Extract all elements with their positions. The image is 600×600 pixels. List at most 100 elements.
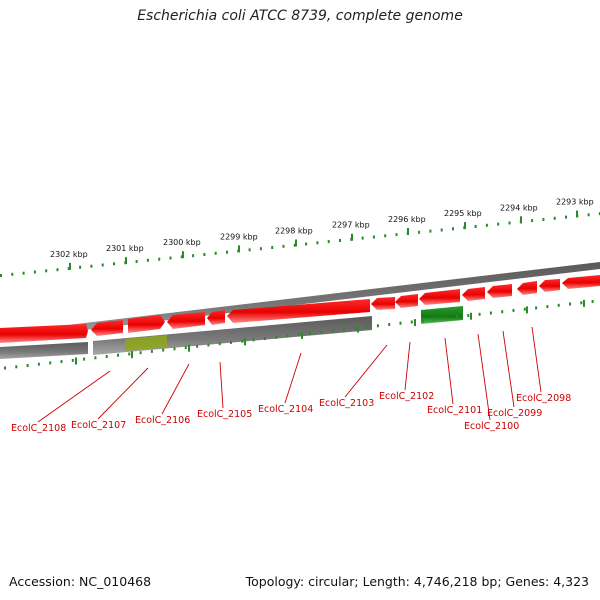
callout-line bbox=[404, 341, 411, 391]
tick-label: 2298 kbp bbox=[275, 227, 313, 236]
minor-tick bbox=[271, 246, 274, 249]
major-tick bbox=[351, 233, 353, 241]
minor-tick bbox=[508, 221, 511, 225]
gene-arrow[interactable] bbox=[462, 287, 485, 301]
inner-minor-tick bbox=[207, 343, 210, 347]
gene-bar-highlight[interactable] bbox=[421, 306, 463, 324]
callout-line bbox=[344, 344, 388, 398]
gene-label[interactable]: EcolC_2101 bbox=[427, 405, 482, 416]
reverse-genes[interactable] bbox=[0, 306, 463, 359]
gene-arrow[interactable] bbox=[207, 310, 225, 325]
callout-line bbox=[219, 361, 224, 409]
minor-tick bbox=[79, 265, 82, 269]
gene-callouts: EcolC_2108 EcolC_2107 EcolC_2106 EcolC_2105… bbox=[11, 326, 571, 434]
gene-arrow[interactable] bbox=[517, 281, 537, 295]
gene-label[interactable]: EcolC_2102 bbox=[379, 391, 434, 402]
genome-summary: Topology: circular; Length: 4,746,218 bp… bbox=[245, 574, 589, 589]
minor-tick bbox=[259, 247, 262, 251]
minor-tick bbox=[226, 250, 228, 254]
minor-tick bbox=[113, 262, 115, 266]
tick-label: 2302 kbp bbox=[50, 250, 88, 259]
inner-minor-tick bbox=[523, 307, 526, 311]
inner-minor-tick bbox=[444, 316, 447, 320]
gene-arrow[interactable] bbox=[227, 299, 370, 323]
minor-tick bbox=[192, 254, 195, 258]
gene-label[interactable]: EcolC_2104 bbox=[258, 404, 313, 415]
callout-line bbox=[477, 333, 491, 421]
inner-minor-tick bbox=[162, 348, 165, 352]
minor-tick bbox=[33, 270, 36, 274]
gene-label[interactable]: EcolC_2105 bbox=[197, 409, 252, 420]
minor-tick bbox=[418, 230, 421, 234]
callout-line bbox=[97, 367, 149, 420]
minor-tick bbox=[497, 222, 500, 226]
inner-minor-tick bbox=[71, 358, 74, 362]
gene-label[interactable]: EcolC_2108 bbox=[11, 423, 66, 434]
tick-label: 2301 kbp bbox=[106, 244, 144, 253]
minor-tick bbox=[361, 236, 364, 240]
inner-minor-tick bbox=[569, 302, 571, 306]
gene-bar[interactable] bbox=[0, 342, 88, 359]
gene-arrow[interactable] bbox=[562, 275, 600, 289]
major-tick bbox=[182, 251, 184, 259]
forward-genes[interactable] bbox=[0, 275, 600, 343]
gene-arrow[interactable] bbox=[371, 297, 395, 310]
inner-minor-tick bbox=[399, 321, 402, 325]
minor-tick bbox=[429, 229, 432, 233]
inner-major-tick bbox=[357, 325, 359, 333]
minor-tick bbox=[452, 227, 454, 231]
inner-minor-tick bbox=[557, 303, 560, 307]
gene-arrow[interactable] bbox=[0, 324, 88, 343]
inner-minor-tick bbox=[94, 356, 97, 360]
inner-minor-tick bbox=[105, 355, 108, 358]
gene-label[interactable]: EcolC_2103 bbox=[319, 398, 374, 409]
minor-tick bbox=[214, 251, 217, 255]
gene-arrow[interactable] bbox=[539, 279, 560, 292]
scale-ticks bbox=[0, 210, 600, 277]
minor-tick bbox=[339, 239, 341, 242]
gene-bar-highlight[interactable] bbox=[125, 335, 167, 351]
gene-label[interactable]: EcolC_2099 bbox=[487, 408, 542, 419]
inner-minor-tick bbox=[150, 349, 153, 353]
gene-arrow[interactable] bbox=[487, 284, 512, 298]
major-tick bbox=[464, 222, 466, 230]
minor-tick bbox=[135, 260, 138, 263]
inner-major-tick bbox=[301, 331, 303, 339]
gene-arrow[interactable] bbox=[91, 320, 123, 336]
inner-minor-tick bbox=[410, 320, 413, 324]
minor-tick bbox=[440, 228, 443, 232]
gene-label[interactable]: EcolC_2106 bbox=[135, 415, 190, 426]
minor-tick bbox=[316, 241, 319, 245]
minor-tick bbox=[282, 244, 285, 248]
gene-label[interactable]: EcolC_2107 bbox=[71, 420, 126, 431]
tick-label: 2300 kbp bbox=[163, 238, 201, 247]
inner-minor-tick bbox=[139, 351, 142, 355]
inner-scale-ticks bbox=[4, 299, 594, 370]
inner-major-tick bbox=[244, 338, 246, 346]
minor-tick bbox=[248, 248, 251, 252]
minor-tick bbox=[565, 215, 567, 219]
inner-minor-tick bbox=[286, 334, 289, 338]
callout-line bbox=[502, 330, 515, 408]
inner-minor-tick bbox=[128, 352, 131, 356]
minor-tick bbox=[305, 242, 308, 246]
inner-minor-tick bbox=[456, 315, 458, 319]
inner-minor-tick bbox=[230, 340, 232, 344]
gene-arrow[interactable] bbox=[419, 289, 460, 305]
minor-tick bbox=[203, 253, 206, 256]
major-tick bbox=[295, 239, 297, 247]
gene-label[interactable]: EcolC_2100 bbox=[464, 421, 519, 432]
gene-arrow[interactable] bbox=[167, 312, 205, 329]
major-tick bbox=[238, 245, 240, 253]
inner-major-tick bbox=[526, 306, 528, 314]
map-title: Escherichia coli ATCC 8739, complete gen… bbox=[137, 8, 463, 24]
inner-minor-tick bbox=[354, 326, 357, 330]
inner-minor-tick bbox=[422, 319, 425, 323]
inner-minor-tick bbox=[546, 305, 549, 309]
gene-arrow[interactable] bbox=[128, 315, 165, 333]
gene-label[interactable]: EcolC_2098 bbox=[516, 393, 571, 404]
minor-tick bbox=[90, 264, 93, 268]
minor-tick bbox=[67, 267, 70, 270]
gene-arrow[interactable] bbox=[395, 294, 418, 308]
